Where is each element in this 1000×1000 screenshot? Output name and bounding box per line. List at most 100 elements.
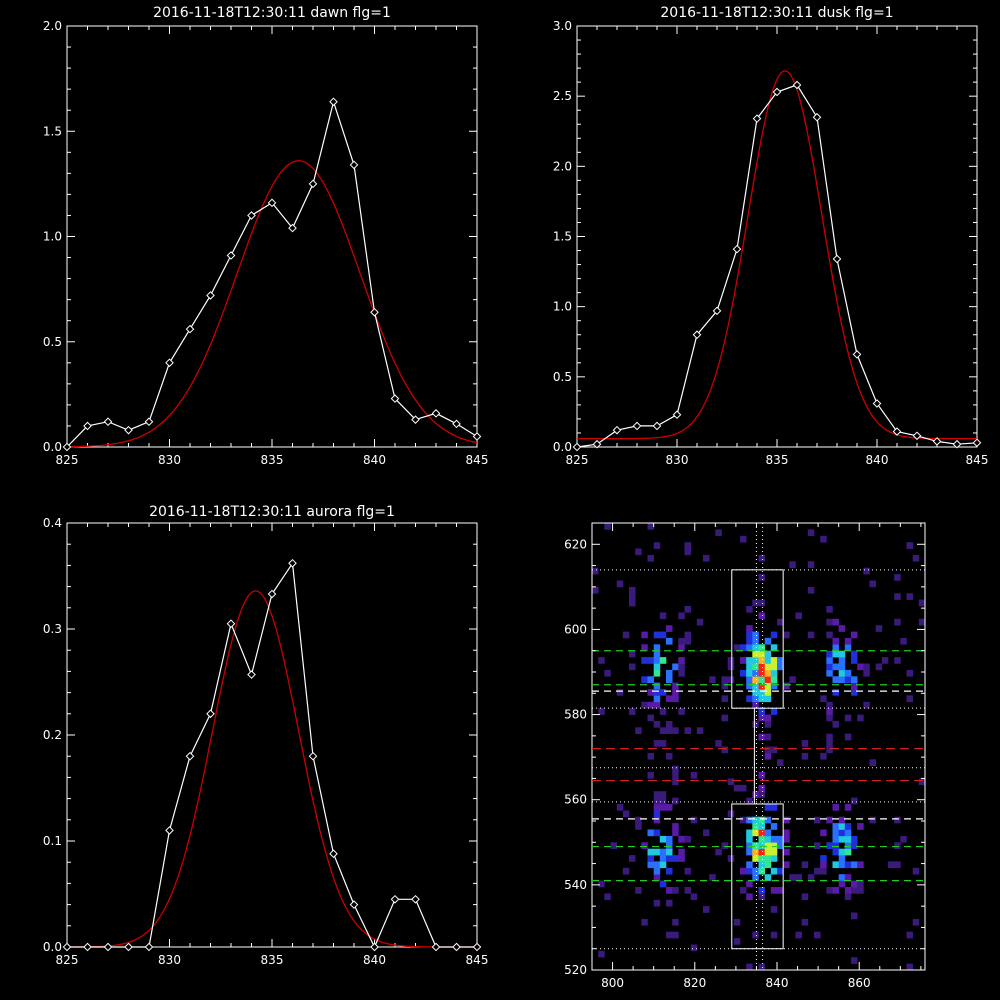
heatmap-cell: [752, 867, 759, 875]
heatmap-cell: [894, 618, 901, 626]
heatmap-cell: [672, 855, 679, 862]
heatmap-cell: [721, 714, 728, 722]
heatmap-cell: [752, 599, 759, 607]
data-point: [411, 415, 420, 424]
heatmap-cell: [622, 631, 630, 639]
heatmap-cell: [832, 676, 839, 683]
heatmap-cell: [635, 548, 642, 556]
heatmap-cell: [814, 931, 821, 939]
heatmap-cell: [801, 752, 809, 760]
heatmap-cell: [752, 676, 759, 683]
heatmap-cell: [770, 931, 778, 939]
x-tick-label: 835: [261, 953, 284, 967]
data-point: [411, 894, 420, 904]
heatmap-cell: [672, 829, 679, 837]
heatmap-cell: [752, 657, 759, 664]
heatmap-cell: [659, 708, 667, 715]
heatmap-cell: [752, 631, 759, 639]
heatmap-cell: [653, 874, 661, 881]
heatmap-cell: [746, 829, 753, 837]
heatmap-cell: [653, 816, 661, 824]
heatmap-cell: [653, 644, 661, 651]
heatmap-cell: [764, 657, 772, 664]
heatmap-cell: [770, 746, 778, 754]
x-tick-label: 840: [363, 453, 386, 467]
heatmap-cell: [678, 708, 685, 715]
heatmap-cell: [733, 938, 741, 945]
heatmap-cell: [838, 669, 846, 677]
heatmap-cell: [770, 676, 778, 683]
heatmap-cell: [770, 887, 778, 894]
heatmap-cell: [770, 804, 778, 811]
heatmap-cell: [746, 625, 753, 632]
heatmap-cell: [598, 880, 605, 888]
heatmap-cell: [770, 663, 778, 671]
data-point: [612, 425, 622, 435]
heatmap-cell: [758, 784, 765, 792]
heatmap-cell: [678, 669, 685, 677]
heatmap-cell: [844, 676, 852, 683]
heatmap-cell: [721, 695, 728, 703]
heatmap-cell: [635, 823, 642, 830]
heatmap-cell: [894, 657, 901, 664]
heatmap-cell: [894, 816, 901, 824]
heatmap-cell: [826, 816, 833, 824]
heatmap-cell: [678, 855, 685, 862]
heatmap-cell: [851, 797, 858, 805]
data-point: [62, 942, 72, 952]
heatmap-cell: [653, 797, 661, 805]
heatmap-cell: [758, 855, 765, 862]
heatmap-cell: [851, 657, 858, 664]
x-tick-label: 860: [848, 976, 871, 990]
heatmap-cell: [789, 874, 796, 881]
heatmap-cell: [647, 657, 654, 664]
heatmap-cell: [752, 848, 759, 856]
heatmap-cell: [918, 778, 926, 786]
heatmap-cell: [678, 612, 685, 620]
heatmap-cell: [672, 931, 679, 939]
heatmap-cell: [826, 631, 833, 639]
heatmap-cell: [678, 637, 685, 645]
heatmap-cell: [647, 523, 654, 530]
y-tick-label: 2.0: [553, 159, 572, 173]
heatmap-cell: [838, 835, 846, 843]
heatmap-cell: [918, 599, 926, 607]
heatmap-cell: [826, 650, 833, 658]
x-tick-label: 830: [158, 453, 181, 467]
y-tick-label: 0.3: [43, 622, 62, 636]
heatmap-cell: [912, 867, 920, 875]
heatmap-cell: [746, 893, 753, 901]
x-tick-label: 845: [466, 953, 489, 967]
heatmap-cell: [752, 689, 759, 696]
heatmap-cell: [672, 887, 679, 894]
heatmap-cell: [746, 682, 753, 690]
heatmap-cell: [894, 861, 901, 869]
heatmap-cell: [752, 637, 759, 645]
heatmap-cell: [746, 631, 753, 639]
chart-panel-image: 800 820 840 860 520 540 560 580 600 620: [564, 522, 926, 990]
heatmap-cell: [863, 701, 870, 709]
heatmap-cell: [826, 746, 833, 754]
heatmap-cell: [764, 874, 772, 881]
heatmap-cell: [733, 644, 741, 651]
heatmap-cell: [844, 669, 852, 677]
heatmap-cell: [832, 663, 839, 671]
heatmap-cell: [770, 823, 778, 830]
heatmap-cell: [690, 893, 698, 901]
heatmap-cell: [659, 804, 667, 811]
data-point: [185, 751, 195, 761]
heatmap-cell: [758, 816, 765, 824]
heatmap-cell: [598, 708, 605, 715]
data-point: [652, 421, 662, 431]
x-tick-label: 845: [966, 453, 989, 467]
heatmap-cell: [838, 650, 846, 658]
heatmap-cell: [758, 657, 765, 664]
heatmap-cell: [906, 695, 913, 703]
fit-curve: [66, 160, 478, 448]
heatmap-cell: [832, 842, 839, 849]
heatmap-cell: [659, 861, 667, 869]
heatmap-cell: [838, 880, 846, 888]
heatmap-cell: [629, 586, 636, 594]
heatmap-cell: [592, 567, 599, 575]
heatmap-cell: [826, 657, 833, 664]
